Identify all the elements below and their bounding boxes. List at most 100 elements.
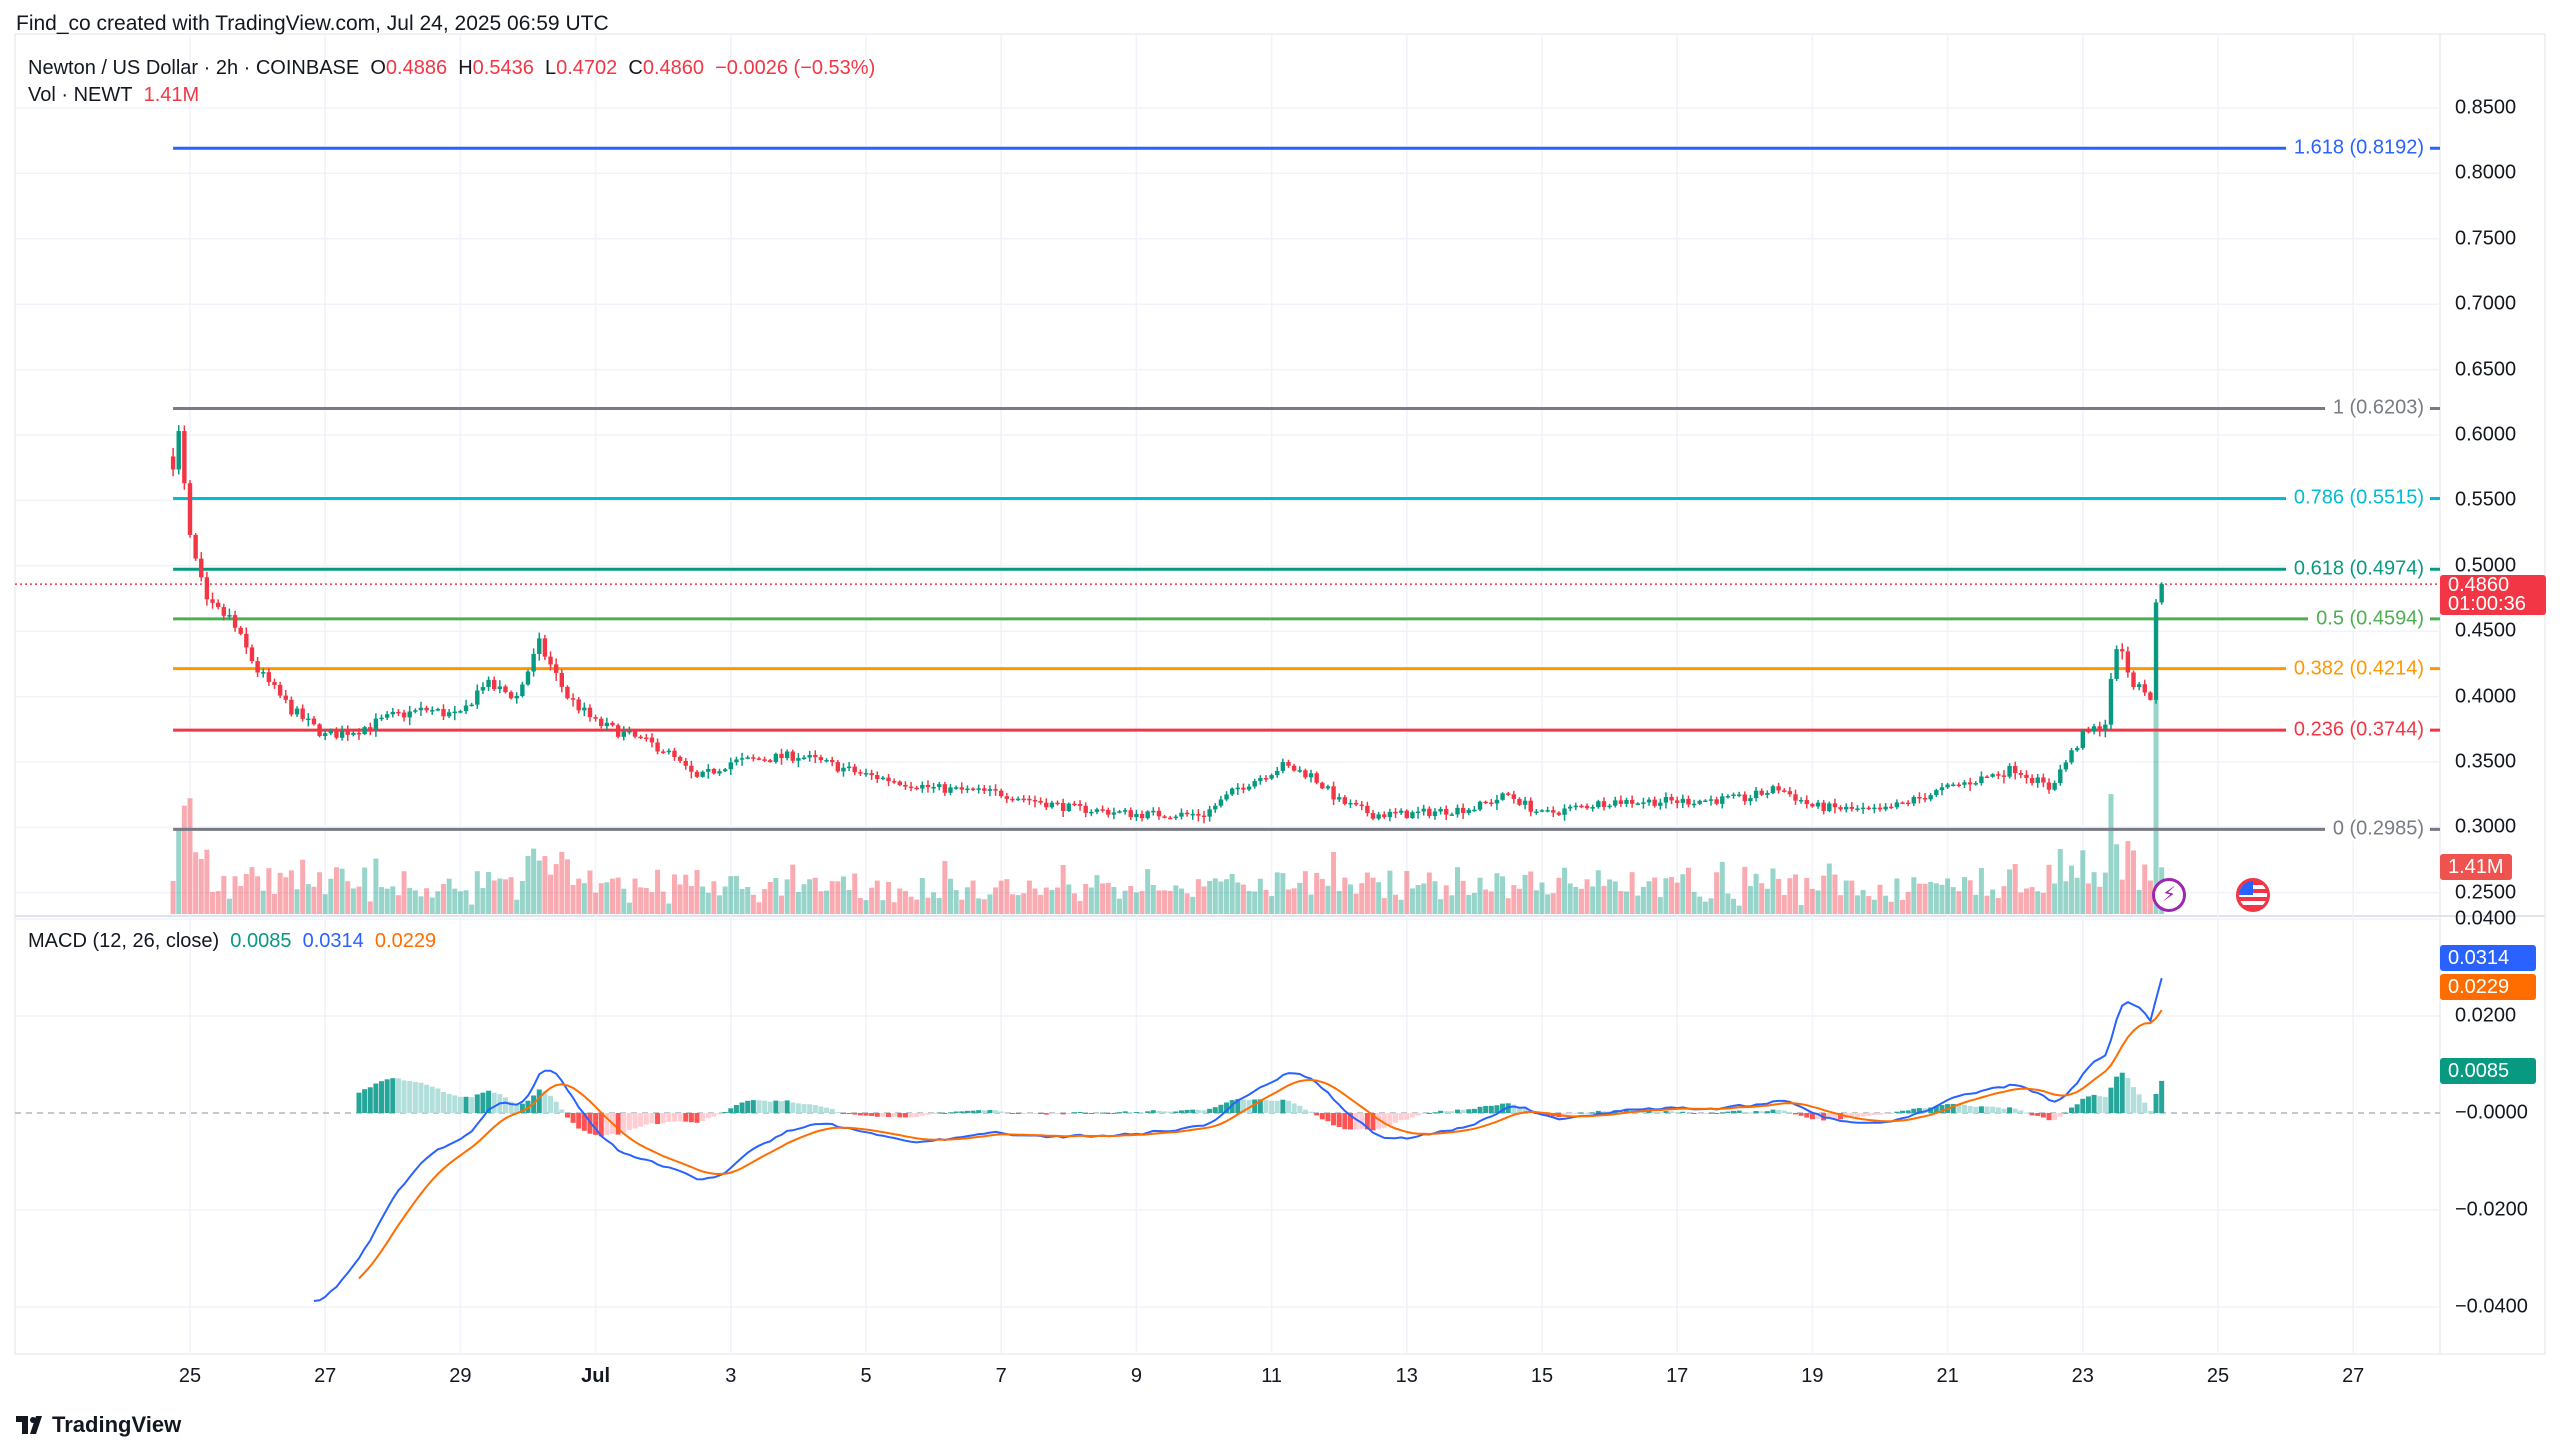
macd-hist-bar <box>1280 1099 1286 1113</box>
candle <box>1686 795 1691 808</box>
candle-body <box>1241 787 1246 790</box>
volume-bar <box>1702 901 1708 914</box>
volume-bar <box>1111 887 1117 914</box>
volume-bar <box>1731 898 1737 914</box>
change-value: −0.0026 (−0.53%) <box>715 57 876 79</box>
candle <box>734 756 739 766</box>
macd-hist-bar <box>1133 1112 1139 1114</box>
volume-label[interactable]: Vol · NEWT <box>28 84 133 106</box>
candle <box>953 785 959 790</box>
candle-body <box>1635 803 1640 805</box>
candle-body <box>942 784 948 793</box>
candle-body <box>486 679 491 688</box>
lightning-event-icon[interactable]: ⚡ <box>2152 878 2186 912</box>
candle-body <box>1658 802 1663 806</box>
symbol-title[interactable]: Newton / US Dollar · 2h · COINBASE <box>28 57 360 79</box>
volume-bar <box>2040 892 2046 914</box>
candle <box>1218 796 1224 808</box>
candle <box>418 701 424 716</box>
volume-bar <box>1286 889 1291 914</box>
macd-hist-bar <box>959 1111 965 1113</box>
volume-bar <box>1094 875 1100 914</box>
volume-bar <box>1376 882 1382 914</box>
candle <box>1438 806 1443 815</box>
volume-bar <box>1567 883 1573 914</box>
macd-tick-label: 0.0200 <box>2455 1004 2517 1027</box>
candle-body <box>728 762 733 770</box>
us-flag-event-icon[interactable] <box>2236 878 2270 912</box>
candle-body <box>2108 678 2114 725</box>
candle-body <box>514 695 519 699</box>
candle <box>773 752 779 764</box>
price-tick-label: 0.8500 <box>2455 96 2517 119</box>
candle <box>1449 812 1455 816</box>
volume-bar <box>187 798 193 914</box>
candle <box>1500 792 1505 801</box>
volume-bar <box>1832 874 1838 914</box>
candle-body <box>1387 811 1393 818</box>
hist-axis-label: 0.0085 <box>2440 1058 2536 1084</box>
candle-body <box>1832 803 1838 808</box>
volume-bar <box>1370 877 1376 914</box>
volume-bar <box>1674 882 1680 914</box>
candle-body <box>807 754 812 758</box>
macd-hist-bar <box>508 1101 514 1113</box>
candle <box>1483 800 1488 805</box>
macd-hist-bar <box>559 1109 565 1113</box>
candle <box>1308 769 1314 783</box>
candle-body <box>548 656 553 665</box>
candle <box>283 690 288 704</box>
volume-bar <box>1235 882 1241 914</box>
macd-hist-bar <box>401 1080 407 1113</box>
macd-hist-bar <box>480 1092 486 1113</box>
candle-body <box>1866 807 1871 810</box>
volume-bar <box>925 897 931 914</box>
macd-hist-bar <box>598 1113 604 1137</box>
candle-body <box>1748 798 1753 802</box>
volume-bar <box>1201 886 1207 914</box>
volume-bar <box>626 902 632 914</box>
volume-bar <box>1584 879 1590 914</box>
volume-bar <box>1787 878 1793 914</box>
candle <box>666 748 672 755</box>
tradingview-logo[interactable]: TradingView <box>16 1412 181 1438</box>
volume-bar <box>824 890 830 914</box>
candle-body <box>1590 807 1595 809</box>
candle <box>976 784 981 794</box>
candle <box>244 627 249 654</box>
x-tick-label: 5 <box>860 1365 872 1387</box>
candle <box>2159 582 2164 605</box>
candle-body <box>1697 800 1702 804</box>
macd-label[interactable]: MACD (12, 26, close) <box>28 930 220 952</box>
macd-hist-bar <box>1731 1110 1737 1113</box>
macd-hist-bar <box>1038 1113 1044 1114</box>
volume-bar <box>2153 699 2159 914</box>
macd-hist-bar <box>1139 1112 1145 1114</box>
macd-hist-bar <box>790 1102 796 1113</box>
candle-body <box>2131 672 2136 688</box>
candle-body <box>1483 801 1488 804</box>
candle-body <box>1410 812 1415 819</box>
volume-bar <box>1071 893 1077 914</box>
volume-bar <box>272 893 277 914</box>
volume-bar <box>610 878 615 914</box>
candle-body <box>1646 799 1652 803</box>
candle <box>272 678 277 689</box>
candle-body <box>232 615 238 628</box>
volume-bar <box>705 892 711 914</box>
volume-bar <box>767 882 773 914</box>
macd-hist-bar <box>1522 1108 1528 1113</box>
candle-body <box>959 787 964 790</box>
volume-bar <box>1398 899 1404 914</box>
macd-hist-bar <box>908 1113 914 1118</box>
candle <box>1173 814 1179 821</box>
candle <box>570 693 576 707</box>
volume-bar <box>1359 883 1365 914</box>
macd-hist-bar <box>2147 1110 2153 1113</box>
candle-body <box>1872 807 1877 810</box>
volume-bar <box>773 877 779 914</box>
candle <box>261 668 266 678</box>
volume-bar <box>204 849 210 914</box>
macd-hist-bar <box>1100 1112 1106 1114</box>
